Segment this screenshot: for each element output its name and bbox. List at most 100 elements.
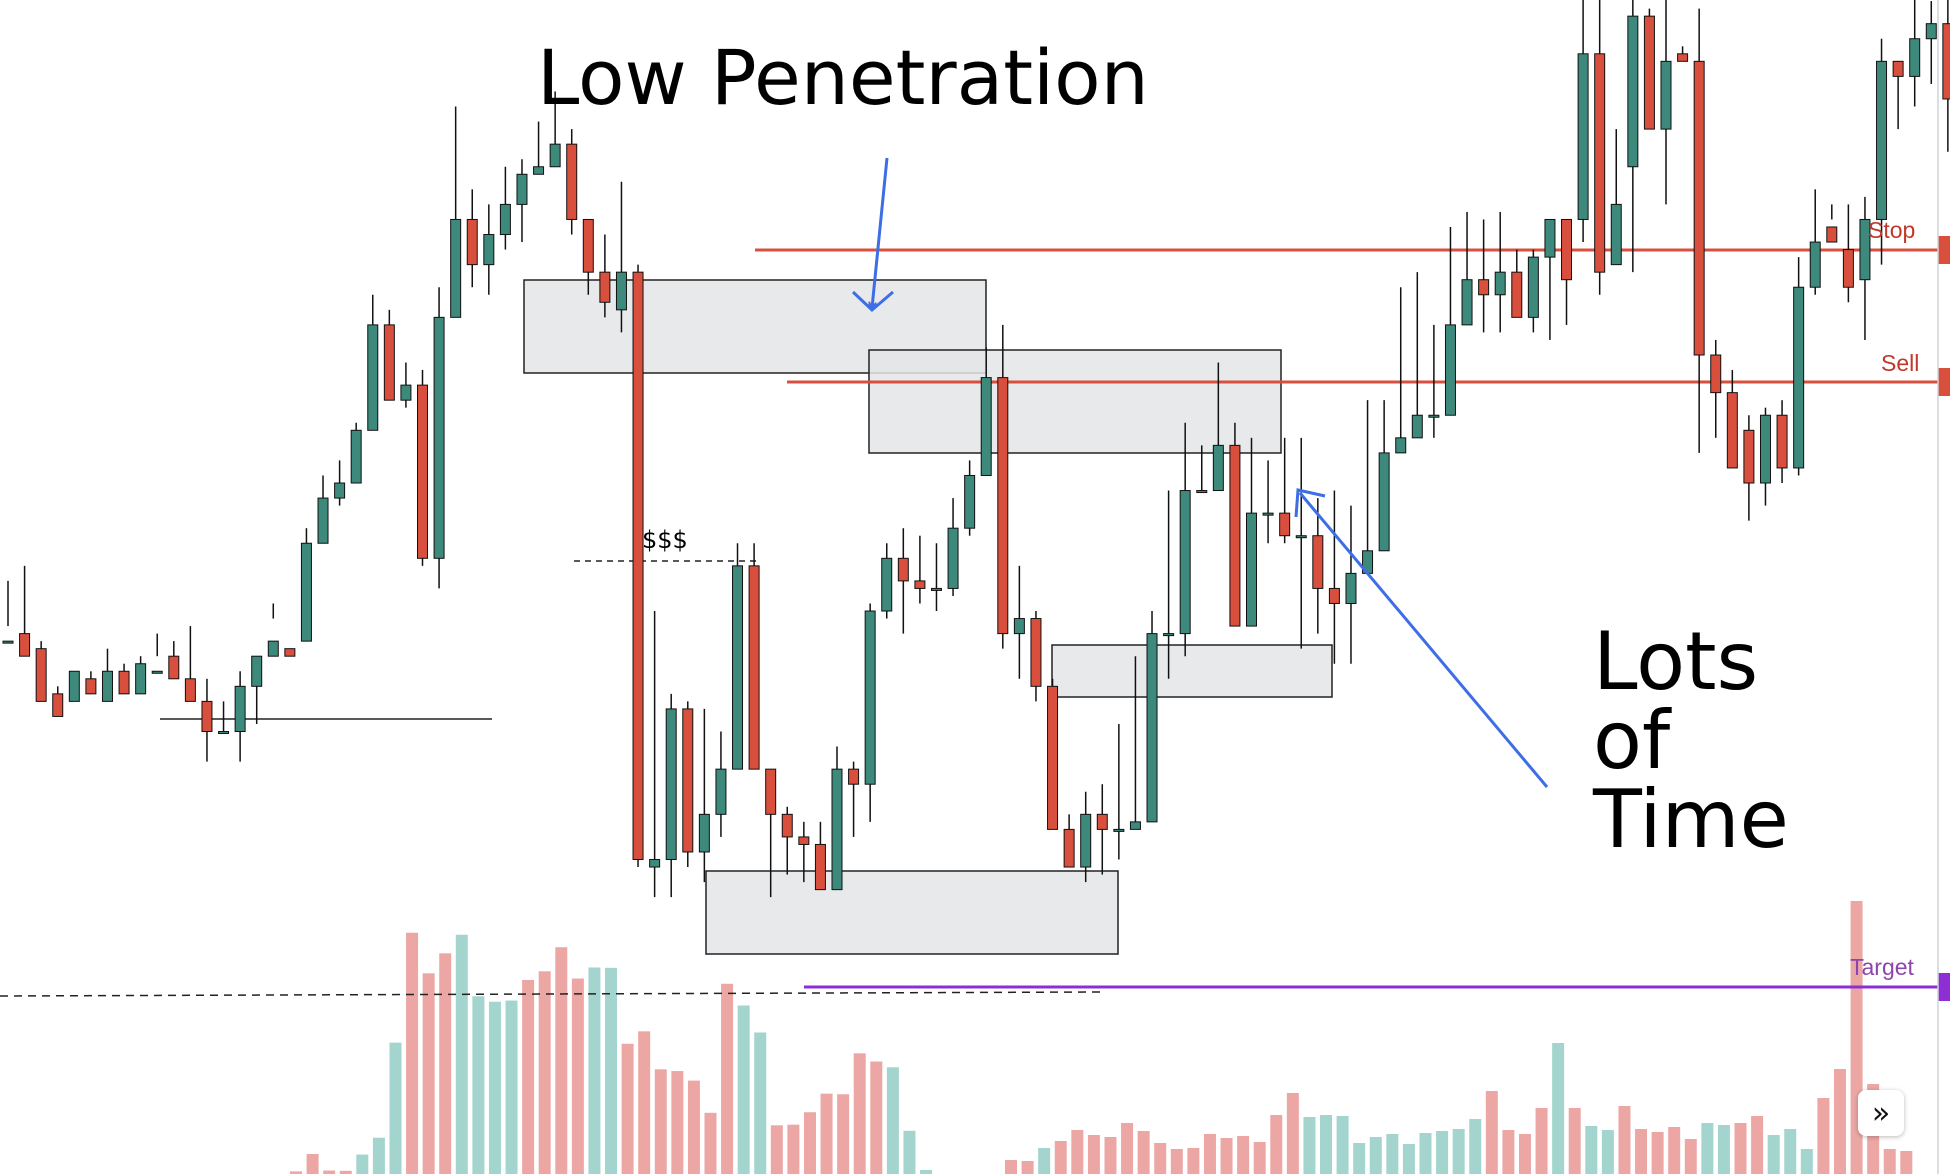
volume-bar (1701, 1123, 1714, 1174)
volume-bar (1552, 1043, 1565, 1174)
bull-candle (1395, 437, 1407, 454)
bull-candle (1345, 572, 1357, 604)
volume-bar (870, 1061, 883, 1174)
volume-bar (1800, 1149, 1813, 1174)
bull-candle (533, 166, 545, 175)
bear-candle (35, 648, 47, 702)
bear-candle (1892, 60, 1904, 77)
bull-candle (1129, 821, 1141, 830)
volume-bar (339, 1170, 352, 1174)
volume-bar (290, 1171, 302, 1174)
bull-candle (1013, 618, 1025, 635)
volume-bar (455, 934, 468, 1174)
bear-candle (765, 768, 777, 815)
bull-candle (1809, 241, 1821, 288)
bear-candle (566, 143, 578, 220)
volume-bar (1121, 1123, 1134, 1174)
dashed-level-line (0, 991, 1101, 997)
volume-bar (1402, 1144, 1415, 1174)
volume-bar (1452, 1129, 1465, 1174)
bull-candle (1179, 490, 1191, 635)
bear-candle (1229, 444, 1241, 627)
bear-candle (897, 557, 909, 582)
bull-candle (400, 384, 412, 401)
bull-candle (732, 565, 744, 770)
bull-candle (234, 685, 246, 733)
volume-bar (1751, 1116, 1764, 1174)
bull-candle (665, 708, 677, 861)
bull-candle (1909, 38, 1921, 77)
arrowhead-down (851, 290, 894, 313)
volume-bar (770, 1125, 783, 1174)
bull-candle (649, 859, 661, 868)
bear-candle (848, 768, 860, 785)
volume-bar (372, 1137, 385, 1174)
bull-candle (1146, 633, 1158, 823)
volume-bar (1104, 1137, 1117, 1174)
bear-candle (1030, 618, 1042, 687)
bear-candle (1594, 53, 1606, 273)
volume-bar (754, 1032, 767, 1174)
bear-candle (184, 678, 196, 702)
bull-candle (947, 527, 959, 589)
bear-candle (1279, 512, 1291, 537)
bull-candle (450, 218, 462, 318)
zone-box (868, 349, 1282, 454)
volume-bar (1817, 1098, 1830, 1174)
bull-candle (2, 640, 14, 644)
bull-candle (1163, 633, 1175, 637)
bull-candle (1444, 324, 1456, 416)
bear-candle (814, 843, 826, 891)
volume-bar (1734, 1123, 1747, 1174)
bull-candle (317, 497, 329, 544)
volume-bar (439, 953, 452, 1174)
target-price-marker (1938, 973, 1950, 1001)
bull-candle (1080, 813, 1092, 868)
bear-candle (1328, 587, 1340, 604)
volume-bar (1601, 1130, 1614, 1174)
volume-bar (605, 967, 618, 1174)
bull-candle (864, 610, 876, 785)
bull-candle (980, 377, 992, 476)
volume-bar (687, 1080, 700, 1174)
bull-candle (964, 474, 976, 529)
bull-candle (549, 143, 561, 168)
volume-bar (737, 1005, 750, 1174)
volume-bar (1369, 1137, 1382, 1174)
bull-candle (1660, 60, 1672, 130)
bear-candle (997, 377, 1009, 635)
volume-bar (1684, 1139, 1697, 1174)
volume-bar (1883, 1149, 1896, 1174)
bear-candle (1726, 392, 1738, 469)
bull-candle (101, 670, 113, 702)
bull-candle (831, 768, 843, 891)
bear-candle (383, 324, 395, 401)
volume-bar (1187, 1148, 1200, 1174)
bull-candle (1577, 53, 1589, 220)
volume-bar (903, 1130, 916, 1174)
bear-candle (1776, 414, 1788, 469)
bull-candle (1925, 23, 1937, 40)
bull-candle (151, 670, 163, 674)
bear-candle (798, 836, 810, 845)
bull-candle (1859, 218, 1871, 281)
bear-candle (1643, 15, 1655, 130)
volume-bar (1353, 1143, 1366, 1174)
bear-candle (1047, 685, 1059, 830)
time-note-line: of (1593, 694, 1671, 787)
volume-bar (1237, 1136, 1250, 1174)
volume-bar (1170, 1149, 1183, 1174)
bear-candle (466, 218, 478, 266)
volume-bar (654, 1069, 667, 1174)
scroll-forward-button[interactable]: » (1858, 1090, 1904, 1136)
bull-candle (1494, 271, 1506, 296)
volume-bar (323, 1170, 336, 1174)
bear-candle (1511, 271, 1523, 318)
volume-bar (1436, 1131, 1449, 1174)
bull-candle (1295, 535, 1307, 539)
volume-bar (1585, 1126, 1598, 1174)
target-level-label: Target (1850, 954, 1914, 980)
volume-bar (1087, 1135, 1100, 1174)
